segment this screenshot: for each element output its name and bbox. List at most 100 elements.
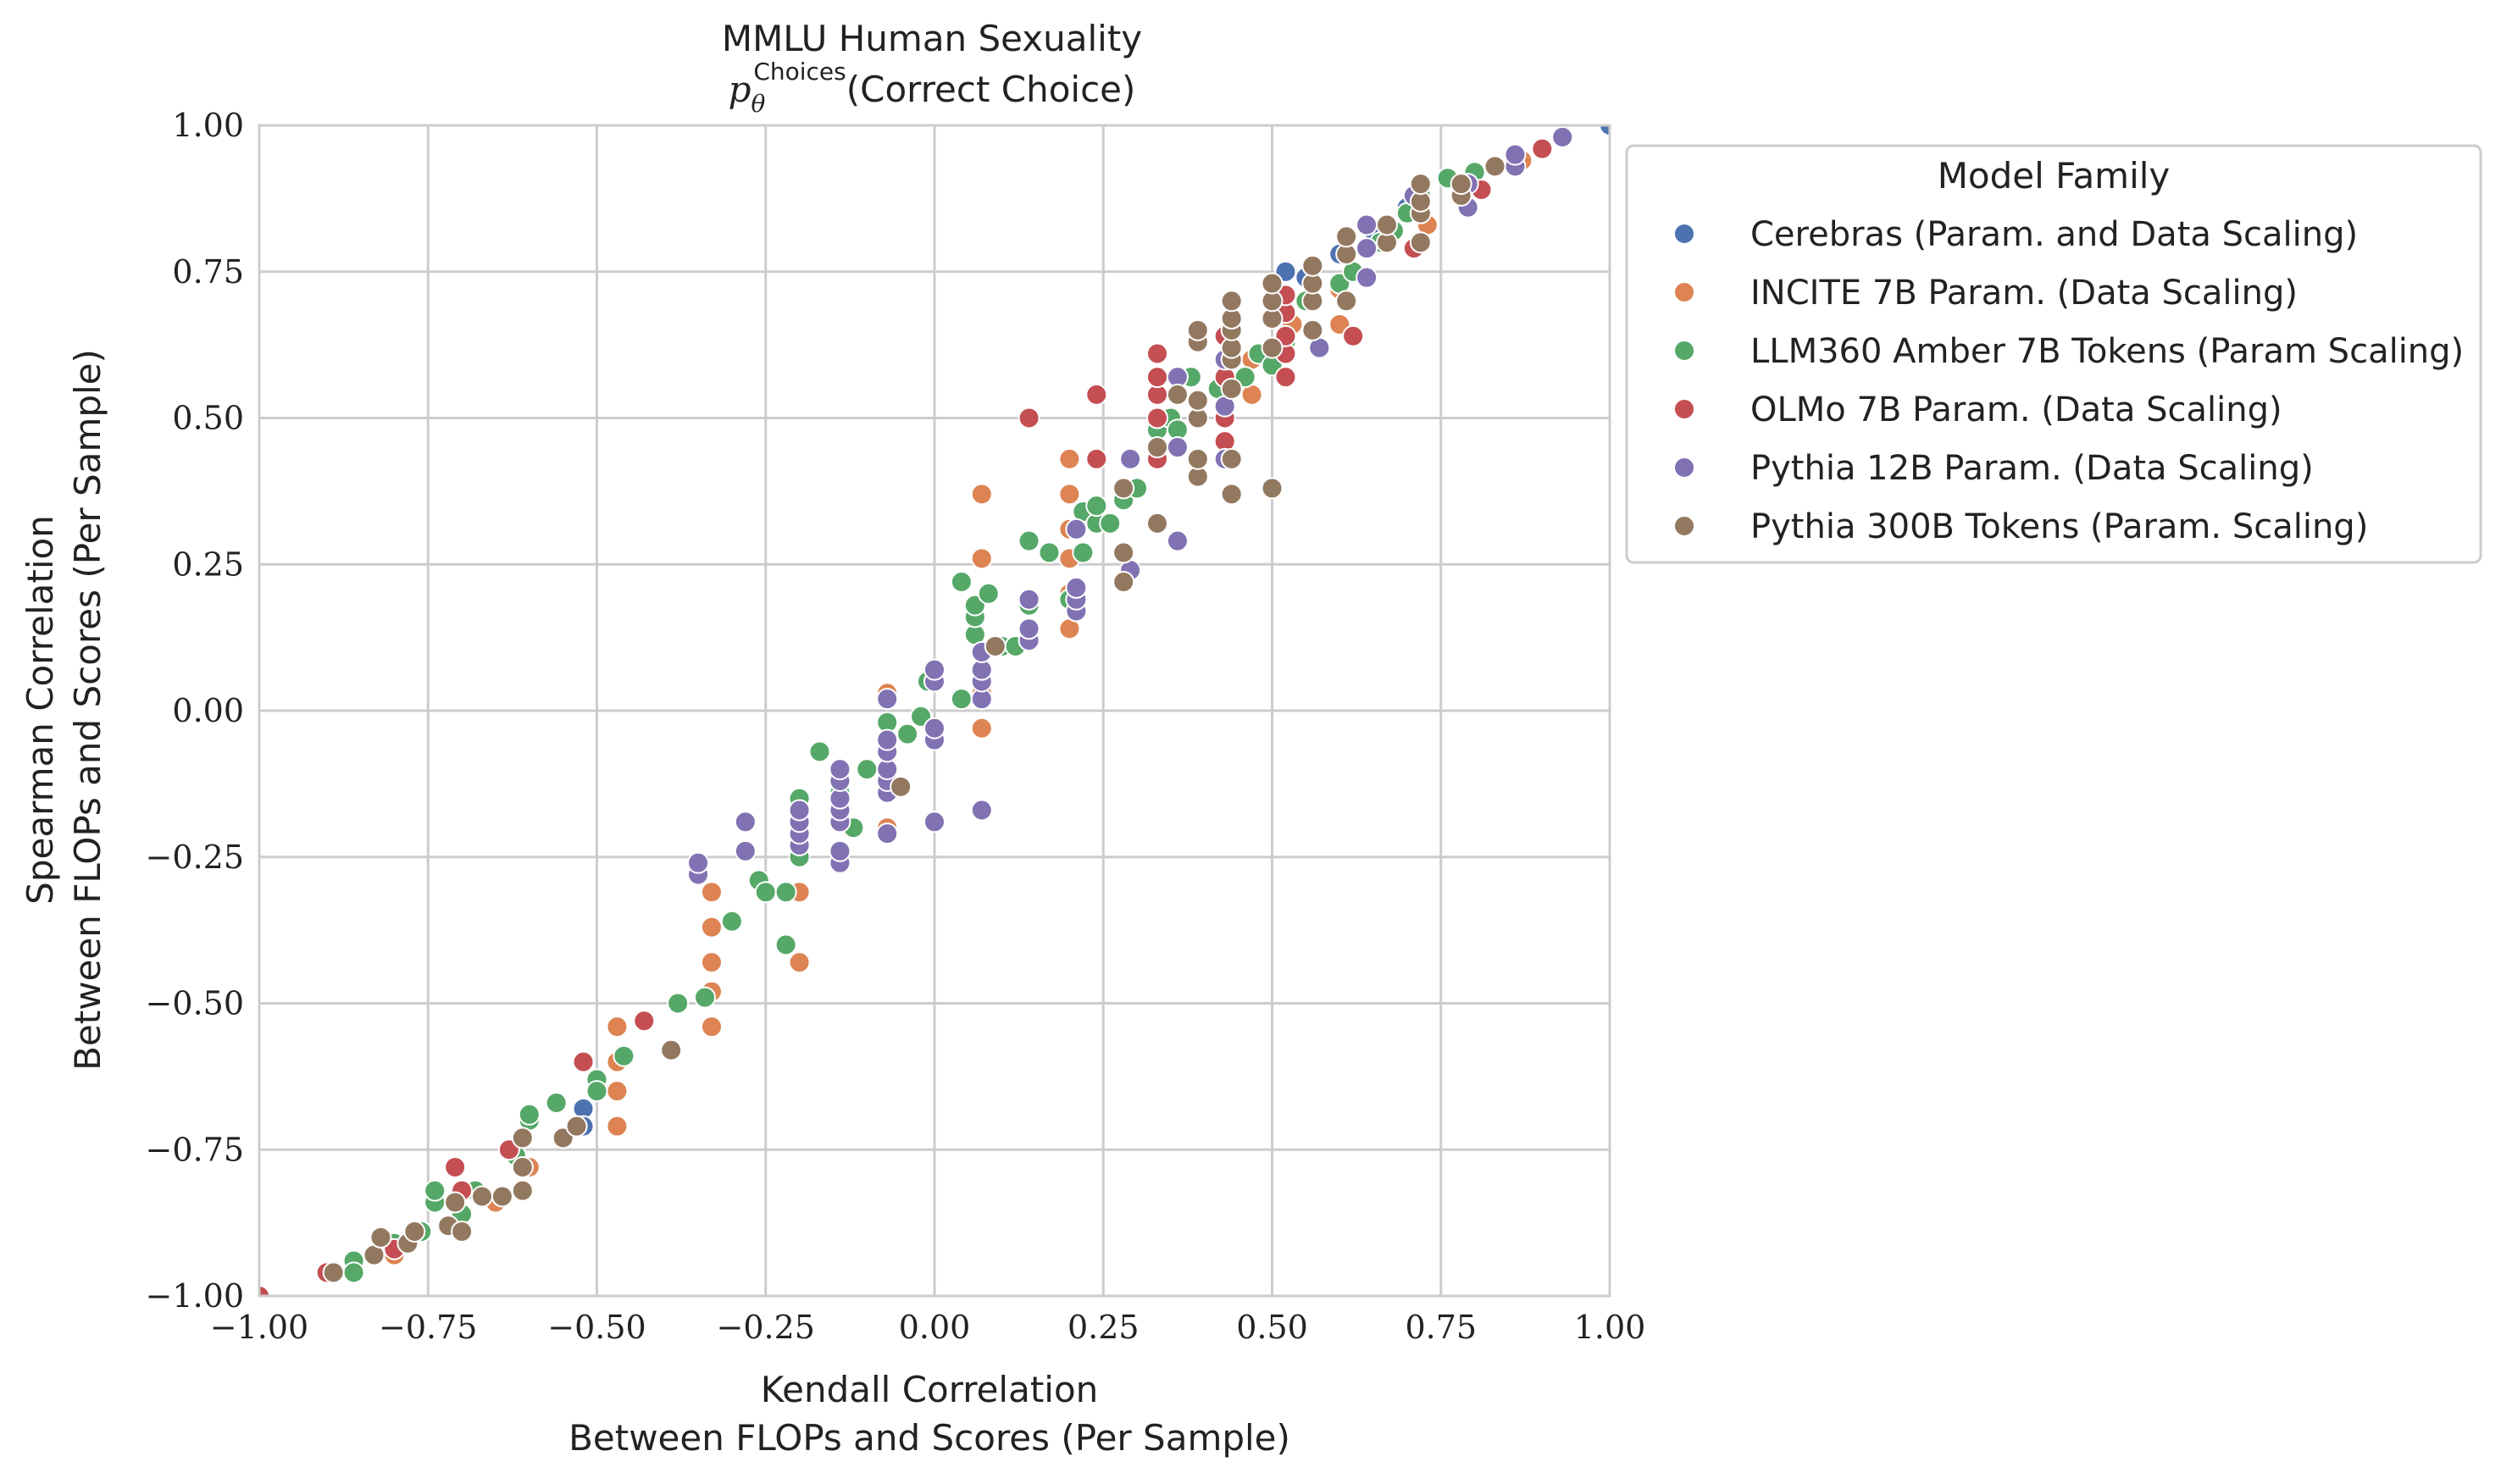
- legend-marker: [1673, 340, 1695, 362]
- data-point: [1065, 518, 1088, 540]
- data-point: [1112, 570, 1135, 593]
- data-point: [1112, 477, 1135, 500]
- legend: Model Family Cerebras (Param. and Data S…: [1625, 144, 2482, 564]
- data-point: [856, 758, 879, 781]
- data-point: [444, 1155, 467, 1178]
- data-point: [1018, 529, 1040, 552]
- data-point: [572, 1050, 595, 1073]
- x-tick-label: 0.00: [899, 1309, 971, 1346]
- data-point: [950, 688, 973, 711]
- data-point: [1058, 483, 1081, 506]
- data-point: [970, 717, 993, 739]
- data-point: [687, 851, 710, 874]
- data-point: [511, 1127, 534, 1149]
- data-point: [606, 1016, 629, 1038]
- data-point: [1146, 512, 1169, 534]
- data-point: [606, 1115, 629, 1138]
- data-point: [950, 570, 973, 593]
- data-point: [1220, 483, 1243, 506]
- data-point: [1166, 436, 1189, 459]
- data-point: [829, 839, 851, 862]
- data-point: [970, 799, 993, 822]
- data-point: [923, 658, 946, 681]
- data-point: [1146, 342, 1169, 365]
- data-point: [660, 1038, 683, 1061]
- y-tick-label: 0.25: [172, 545, 244, 583]
- data-point: [1342, 324, 1365, 347]
- data-point: [322, 1261, 345, 1284]
- data-point: [829, 758, 851, 781]
- data-point: [977, 582, 1000, 605]
- data-point: [606, 1080, 629, 1103]
- data-point: [1186, 389, 1209, 412]
- data-point: [774, 933, 797, 956]
- data-point: [1220, 377, 1243, 400]
- data-point: [923, 811, 946, 833]
- x-tick-label: −0.25: [717, 1309, 815, 1346]
- legend-label: Pythia 12B Param. (Data Scaling): [1750, 449, 2314, 488]
- data-point: [1186, 447, 1209, 470]
- legend-label: INCITE 7B Param. (Data Scaling): [1750, 274, 2298, 313]
- data-point: [1504, 143, 1527, 166]
- x-axis-label-line1: Kendall Correlation: [761, 1369, 1099, 1410]
- data-point: [876, 728, 899, 751]
- data-point: [471, 1185, 494, 1208]
- data-point: [1099, 512, 1122, 534]
- legend-marker: [1673, 398, 1695, 420]
- data-point: [720, 910, 743, 933]
- legend-label: Pythia 300B Tokens (Param. Scaling): [1750, 507, 2368, 546]
- data-point: [890, 775, 912, 798]
- data-point: [342, 1261, 365, 1284]
- legend-marker: [1673, 457, 1695, 479]
- chart-title: MMLU Human Sexuality: [722, 18, 1142, 59]
- y-tick-label: −0.75: [146, 1131, 244, 1168]
- data-point: [545, 1091, 568, 1114]
- data-point: [1356, 213, 1378, 236]
- y-tick-label: 0.00: [172, 692, 244, 729]
- data-point: [1261, 272, 1284, 295]
- data-point: [808, 740, 831, 763]
- data-point: [1220, 447, 1243, 470]
- data-point: [1058, 447, 1081, 470]
- data-point: [1018, 407, 1040, 429]
- data-point: [1119, 447, 1142, 470]
- data-point: [970, 547, 993, 570]
- data-point: [491, 1185, 513, 1208]
- data-point: [613, 1044, 635, 1067]
- data-points: [259, 125, 1610, 1296]
- legend-label: OLMo 7B Param. (Data Scaling): [1750, 390, 2282, 429]
- x-axis-label-line2: Between FLOPs and Scores (Per Sample): [568, 1417, 1290, 1459]
- subtitle-choices: Choices: [753, 58, 846, 86]
- data-point: [984, 634, 1006, 657]
- data-point: [1038, 541, 1061, 564]
- data-point: [970, 483, 993, 506]
- y-tick-label: 0.50: [172, 400, 244, 437]
- data-point: [1085, 495, 1108, 518]
- data-point: [774, 881, 797, 904]
- data-point: [1301, 318, 1324, 341]
- data-point: [1018, 588, 1040, 611]
- subtitle-theta: θ: [751, 90, 765, 118]
- data-point: [511, 1179, 534, 1202]
- data-point: [876, 688, 899, 711]
- data-point: [1085, 447, 1108, 470]
- legend-box: [1625, 144, 2482, 564]
- y-axis-label-line2: Between FLOPs and Scores (Per Sample): [67, 349, 108, 1071]
- plot-frame: [258, 124, 1611, 1298]
- legend-marker: [1673, 223, 1695, 245]
- data-point: [788, 951, 811, 974]
- data-point: [1146, 366, 1169, 389]
- data-point: [1018, 617, 1040, 640]
- data-point: [734, 811, 757, 833]
- data-point: [754, 881, 777, 904]
- data-point: [518, 1103, 541, 1126]
- data-point: [511, 1155, 534, 1178]
- y-tick-label: −0.50: [146, 985, 244, 1022]
- data-point: [923, 717, 946, 739]
- data-point: [694, 986, 717, 1009]
- x-tick-labels: −1.00 −0.75 −0.50 −0.25 0.00 0.25 0.50 0.75 1.00: [210, 1309, 1646, 1346]
- x-tick-label: −1.00: [210, 1309, 308, 1346]
- data-point: [700, 951, 723, 974]
- data-point: [700, 1016, 723, 1038]
